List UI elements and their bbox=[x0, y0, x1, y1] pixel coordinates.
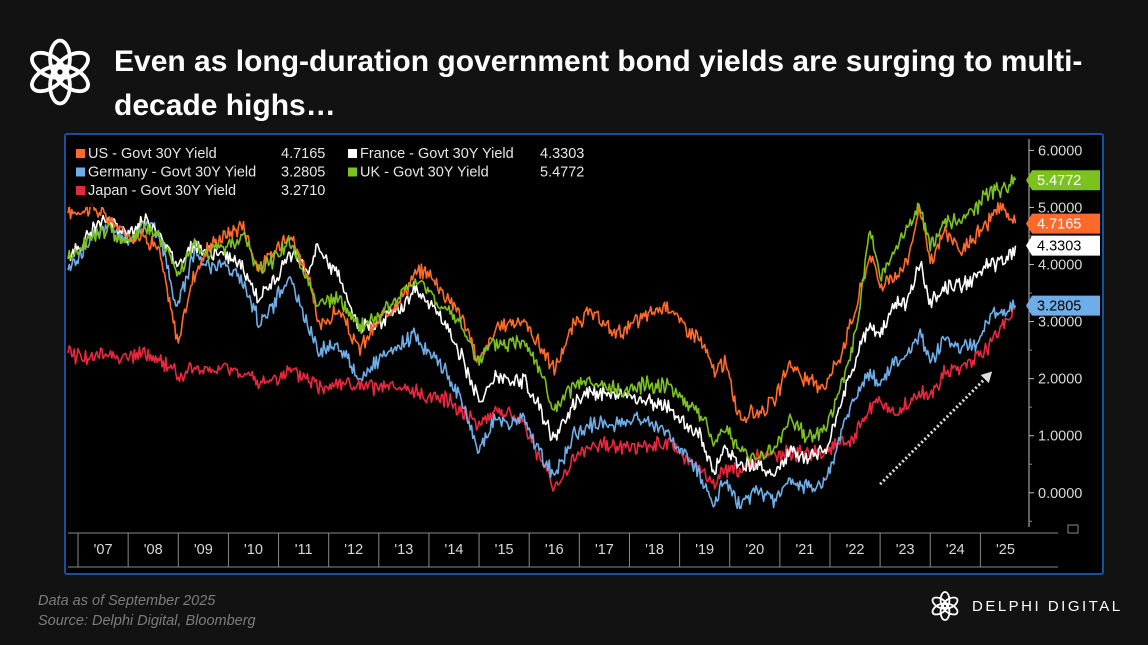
x-tick-label: '20 bbox=[745, 542, 764, 558]
series-line bbox=[67, 201, 1017, 424]
legend-series-value: 4.3303 bbox=[540, 146, 584, 162]
y-tick-label: 4.0000 bbox=[1038, 258, 1082, 274]
series-line bbox=[67, 213, 1017, 477]
x-tick-label: '25 bbox=[996, 542, 1015, 558]
legend-series-name: France - Govt 30Y Yield bbox=[360, 146, 514, 162]
slide-title: Even as long-duration government bond yi… bbox=[114, 45, 1083, 122]
x-tick-label: '14 bbox=[445, 542, 464, 558]
x-tick-label: '07 bbox=[94, 542, 113, 558]
footnote-source: Source: Delphi Digital, Bloomberg bbox=[38, 613, 256, 629]
y-tick-label: 6.0000 bbox=[1038, 143, 1082, 159]
x-tick-label: '10 bbox=[244, 542, 263, 558]
last-value-label: 4.7165 bbox=[1037, 217, 1081, 233]
trend-arrow-head bbox=[980, 371, 993, 384]
last-value-badge bbox=[1026, 170, 1100, 191]
legend-swatch bbox=[76, 149, 85, 158]
axis-menu-icon bbox=[1067, 524, 1079, 534]
x-tick-label: '15 bbox=[495, 542, 514, 558]
x-tick-label: '16 bbox=[545, 542, 564, 558]
legend-swatch bbox=[348, 167, 357, 177]
last-value-badge bbox=[1026, 235, 1100, 256]
last-value-label: 4.3303 bbox=[1037, 239, 1081, 255]
delphi-flower-icon bbox=[30, 38, 90, 106]
brand-name: DELPHI DIGITAL bbox=[972, 597, 1123, 615]
legend-swatch bbox=[76, 186, 85, 195]
x-tick-label: '24 bbox=[946, 542, 965, 558]
legend-series-value: 3.2710 bbox=[281, 183, 325, 199]
footnote: Data as of September 2025 Source: Delphi… bbox=[38, 591, 256, 631]
legend-swatch bbox=[76, 167, 85, 177]
legend-box bbox=[68, 139, 600, 207]
legend-series-value: 4.7165 bbox=[281, 146, 325, 162]
x-tick-label: '09 bbox=[194, 542, 213, 558]
legend-series-value: 5.4772 bbox=[540, 165, 584, 181]
x-tick-label: '12 bbox=[344, 542, 363, 558]
x-tick-label: '17 bbox=[595, 542, 614, 558]
legend-series-name: Japan - Govt 30Y Yield bbox=[88, 183, 236, 199]
series-line bbox=[67, 217, 1017, 510]
legend-series-name: Germany - Govt 30Y Yield bbox=[88, 165, 256, 181]
x-tick-label: '18 bbox=[645, 542, 664, 558]
y-tick-label: 5.0000 bbox=[1038, 200, 1082, 216]
delphi-flower-icon-small bbox=[931, 591, 959, 621]
x-tick-label: '08 bbox=[144, 542, 163, 558]
y-tick-label: 3.0000 bbox=[1038, 315, 1082, 331]
x-tick-label: '22 bbox=[846, 542, 865, 558]
last-value-badge bbox=[1026, 213, 1100, 234]
series-line bbox=[67, 174, 1017, 462]
brand: DELPHI DIGITAL bbox=[928, 590, 1123, 622]
x-tick-label: '19 bbox=[695, 542, 714, 558]
x-tick-label: '23 bbox=[896, 542, 915, 558]
legend-swatch bbox=[348, 149, 357, 158]
x-tick-label: '11 bbox=[295, 542, 313, 558]
footnote-date: Data as of September 2025 bbox=[38, 593, 216, 609]
legend-series-name: US - Govt 30Y Yield bbox=[88, 146, 217, 162]
legend-series-value: 3.2805 bbox=[281, 165, 325, 181]
last-value-badge bbox=[1026, 295, 1100, 316]
legend-series-name: UK - Govt 30Y Yield bbox=[360, 165, 489, 181]
y-tick-label: 1.0000 bbox=[1038, 429, 1082, 445]
x-tick-label: '13 bbox=[394, 542, 413, 558]
chart-frame: 6.0000 5.0000 4.0000 3.0000 2.0000 1.0000 0.00… bbox=[64, 133, 1104, 575]
yield-chart: 6.0000 5.0000 4.0000 3.0000 2.0000 1.0000 0.00… bbox=[67, 139, 1100, 568]
last-value-label: 3.2805 bbox=[1037, 299, 1081, 315]
last-value-label: 5.4772 bbox=[1037, 173, 1081, 189]
x-tick-label: '21 bbox=[795, 542, 814, 558]
series-line bbox=[67, 304, 1017, 492]
y-tick-label: 0.0000 bbox=[1038, 486, 1082, 502]
trend-arrow bbox=[879, 374, 989, 486]
y-tick-label: 2.0000 bbox=[1038, 372, 1082, 388]
